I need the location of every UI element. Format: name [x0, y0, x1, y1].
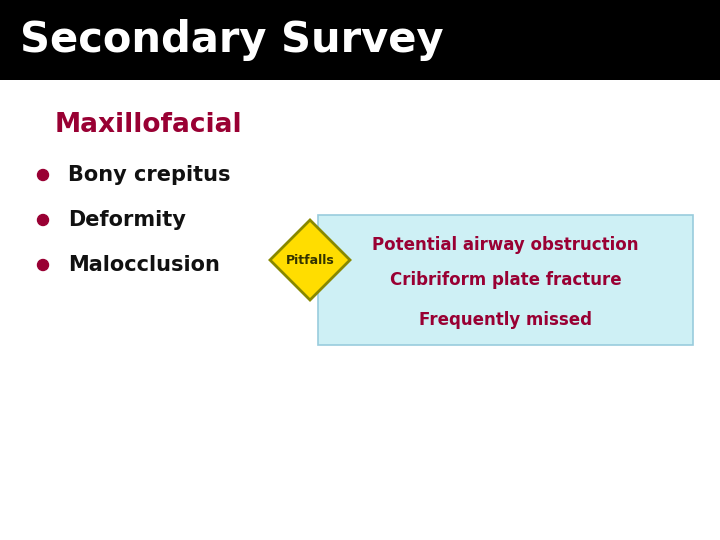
Text: Potential airway obstruction: Potential airway obstruction: [372, 236, 639, 254]
Text: Secondary Survey: Secondary Survey: [20, 19, 444, 61]
Text: Pitfalls: Pitfalls: [286, 253, 334, 267]
Circle shape: [37, 260, 48, 271]
Text: Deformity: Deformity: [68, 210, 186, 230]
FancyBboxPatch shape: [318, 215, 693, 345]
Text: Frequently missed: Frequently missed: [419, 311, 592, 329]
Text: Bony crepitus: Bony crepitus: [68, 165, 230, 185]
Text: Maxillofacial: Maxillofacial: [55, 112, 243, 138]
Polygon shape: [270, 220, 350, 300]
FancyBboxPatch shape: [0, 0, 720, 80]
Text: Cribriform plate fracture: Cribriform plate fracture: [390, 271, 621, 289]
Text: Malocclusion: Malocclusion: [68, 255, 220, 275]
Circle shape: [37, 214, 48, 226]
Circle shape: [37, 170, 48, 180]
